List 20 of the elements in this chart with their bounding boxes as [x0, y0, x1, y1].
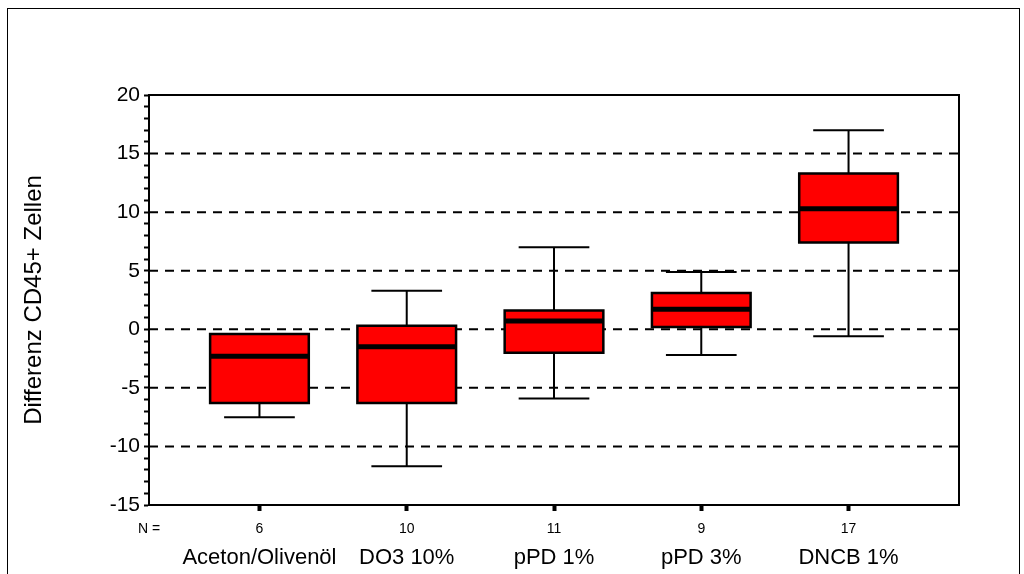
y-tick-label: 10	[116, 198, 140, 222]
y-tick-label: 15	[116, 140, 140, 164]
y-axis-title: Differenz CD45+ Zellen	[19, 175, 47, 425]
x-tick-label: DO3 10%	[359, 544, 455, 570]
x-tick-label: DNCB 1%	[798, 544, 899, 570]
y-tick-label: -10	[109, 433, 140, 457]
text: 11	[546, 519, 562, 536]
y-tick-label: -15	[109, 491, 140, 515]
y-tick-label: 5	[128, 257, 140, 281]
text: 6	[255, 519, 264, 536]
y-tick-label: 20	[116, 81, 140, 105]
x-tick-label: Aceton/Olivenöl	[182, 544, 337, 570]
y-tick-label: -5	[121, 374, 140, 398]
text: 17	[840, 519, 857, 536]
x-tick-label: pPD 3%	[660, 544, 742, 570]
text: 9	[697, 519, 706, 536]
x-tick-label: pPD 1%	[513, 544, 595, 570]
y-tick-label: 0	[128, 316, 140, 340]
text: 10	[398, 519, 415, 536]
text: N =	[137, 519, 161, 536]
